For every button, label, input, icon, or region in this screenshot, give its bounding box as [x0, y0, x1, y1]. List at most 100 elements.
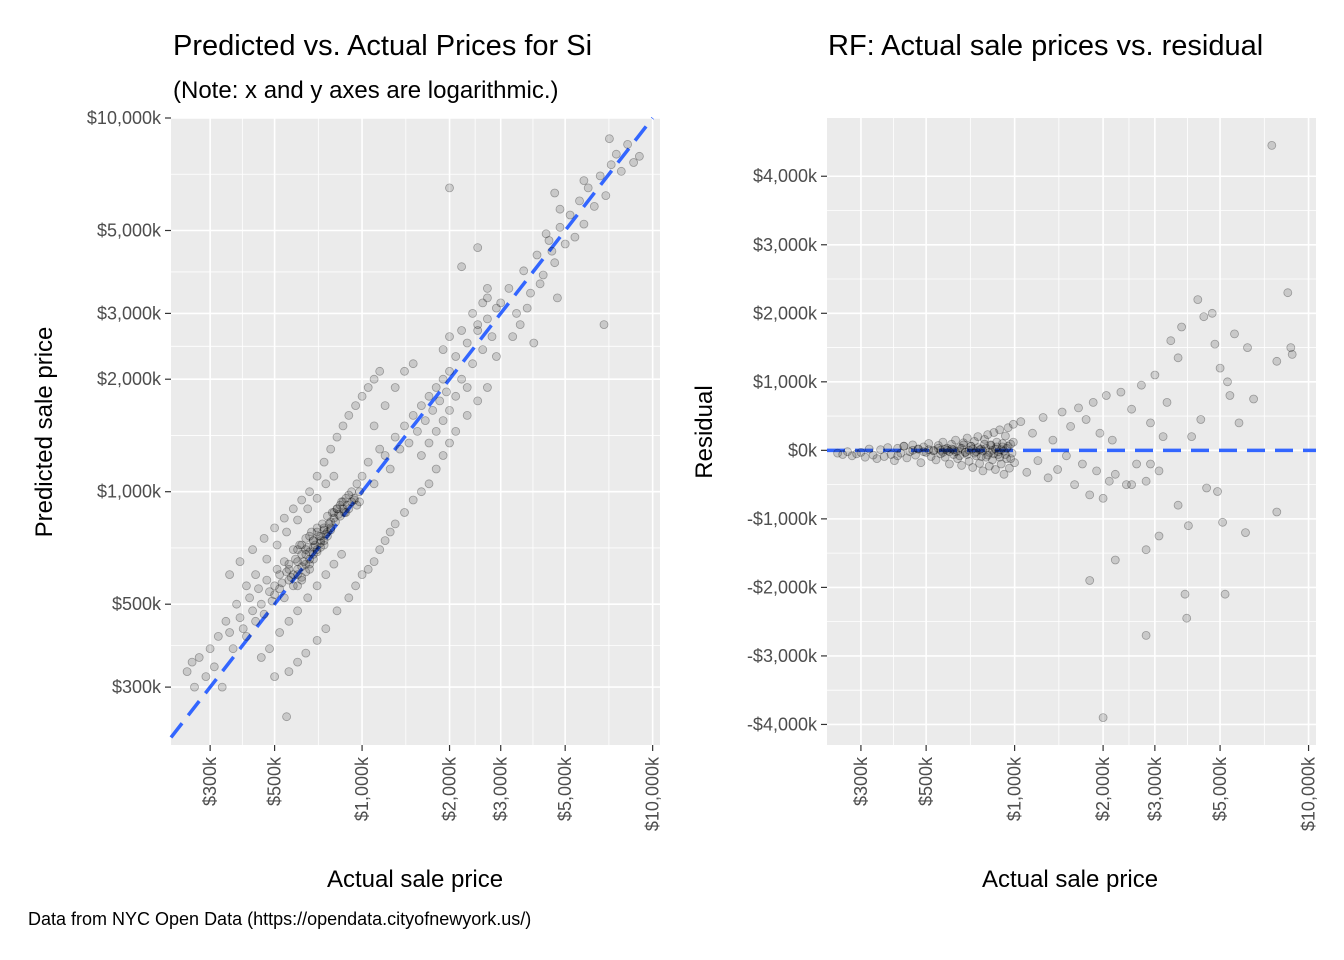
y-tick-label: $1,000k: [97, 482, 162, 502]
data-point: [305, 487, 315, 497]
data-point: [265, 587, 274, 597]
data-point: [248, 606, 258, 616]
data-point: [1180, 589, 1190, 599]
data-point: [438, 416, 448, 426]
data-point: [988, 455, 997, 465]
data-point: [487, 332, 497, 342]
data-point: [293, 606, 303, 616]
data-point: [843, 447, 852, 457]
data-point: [1210, 339, 1220, 349]
data-point: [312, 545, 322, 554]
data-point: [957, 443, 966, 453]
data-point: [980, 439, 989, 449]
data-point: [1215, 363, 1225, 373]
y-tick-label: -$2,000k: [747, 577, 818, 597]
left-chart-title: Predicted vs. Actual Prices for Si: [173, 30, 592, 62]
data-point: [279, 593, 289, 603]
data-point: [981, 443, 991, 453]
data-point: [579, 219, 589, 229]
data-point: [902, 453, 912, 463]
data-point: [326, 525, 336, 535]
data-point: [623, 139, 632, 149]
data-point: [390, 519, 400, 529]
data-point: [550, 258, 560, 268]
data-point: [335, 500, 345, 510]
data-point: [201, 672, 211, 681]
data-point: [995, 452, 1005, 462]
data-point: [319, 457, 329, 467]
data-point: [319, 536, 329, 545]
data-point: [293, 545, 303, 554]
data-point: [225, 628, 235, 637]
x-tick-label: $1,000k: [1005, 756, 1025, 821]
data-point: [1241, 528, 1250, 537]
data-point: [1022, 467, 1032, 477]
data-point: [228, 644, 238, 654]
data-point: [856, 447, 866, 457]
data-point: [251, 570, 261, 579]
left-grid: [171, 117, 660, 745]
data-point: [316, 531, 326, 541]
data-point: [332, 432, 342, 442]
data-point: [265, 644, 274, 654]
data-point: [241, 581, 251, 591]
data-point: [605, 134, 614, 144]
data-point: [916, 458, 926, 468]
y-tick-label: $3,000k: [97, 303, 162, 323]
data-point: [911, 450, 920, 460]
data-point: [1028, 428, 1037, 438]
data-point: [293, 564, 303, 574]
data-point: [947, 444, 956, 454]
data-point: [305, 547, 315, 557]
data-point: [355, 497, 364, 507]
data-point: [270, 672, 280, 681]
data-point: [868, 450, 878, 460]
data-point: [351, 401, 361, 411]
data-point: [316, 542, 326, 552]
data-point: [560, 239, 570, 249]
right-x-axis-title: Actual sale price: [982, 866, 1158, 893]
data-point: [310, 540, 320, 550]
data-point: [262, 575, 272, 585]
data-point: [491, 303, 501, 313]
data-point: [929, 445, 938, 455]
data-point: [599, 320, 609, 330]
data-point: [288, 545, 298, 554]
y-tick-label: $0k: [788, 440, 818, 460]
data-point: [312, 581, 322, 591]
data-point: [1033, 456, 1043, 466]
data-point: [357, 471, 367, 481]
data-point: [953, 454, 962, 464]
data-point: [1081, 415, 1091, 424]
data-point: [955, 451, 964, 461]
data-point: [341, 493, 351, 503]
data-point: [312, 523, 322, 533]
data-point: [924, 445, 934, 455]
data-point: [1166, 336, 1176, 346]
data-point: [980, 434, 989, 444]
data-point: [893, 451, 902, 461]
data-point: [1199, 312, 1209, 322]
data-point: [482, 314, 492, 324]
data-point: [629, 158, 638, 167]
data-point: [221, 616, 231, 626]
data-point: [583, 183, 593, 193]
data-point: [438, 345, 448, 355]
data-point: [297, 575, 307, 585]
data-point: [962, 433, 972, 443]
data-point: [1070, 480, 1079, 490]
data-point: [529, 338, 539, 348]
right-plot-background: [827, 118, 1316, 745]
data-point: [1122, 480, 1131, 490]
data-point: [375, 444, 385, 454]
data-point: [1006, 454, 1016, 464]
data-point: [321, 529, 331, 539]
data-point: [575, 196, 584, 206]
data-point: [431, 464, 441, 474]
data-point: [400, 508, 409, 517]
data-point: [225, 570, 235, 579]
data-point: [408, 495, 418, 505]
data-point: [968, 463, 978, 472]
data-point: [1038, 413, 1048, 422]
data-point: [259, 534, 269, 543]
